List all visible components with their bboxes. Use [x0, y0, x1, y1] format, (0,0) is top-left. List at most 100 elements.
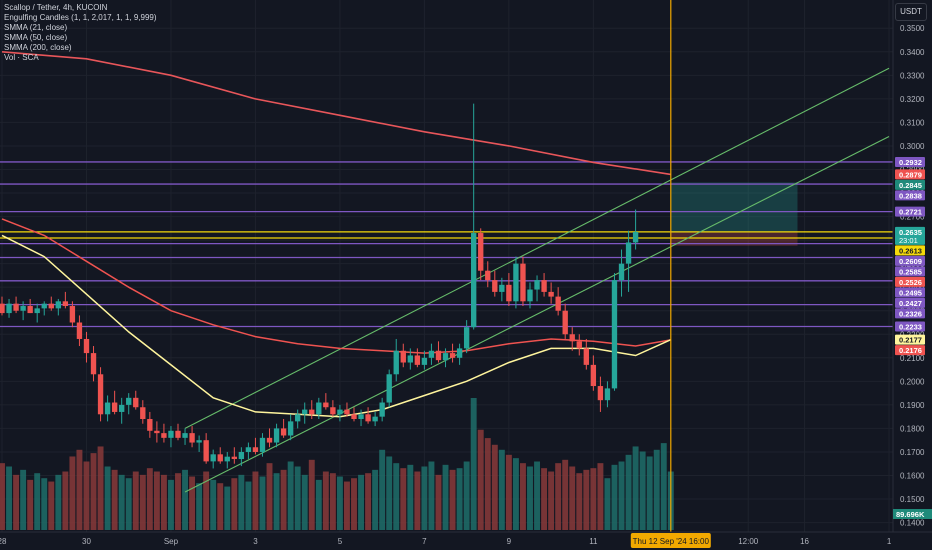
candle-body [48, 303, 54, 309]
price-tick-label: 0.3100 [900, 118, 925, 127]
candle-body [597, 386, 604, 401]
volume-bar [273, 473, 280, 530]
price-tick-label: 0.2100 [900, 354, 925, 363]
cursor-time-label: Thu 12 Sep '24 16:00 [633, 537, 710, 546]
time-tick-label: 16 [800, 537, 809, 546]
candle-body [365, 414, 371, 422]
volume-bar [456, 468, 463, 530]
volume-bar [653, 449, 660, 530]
volume-bar [512, 458, 519, 530]
candle-body [379, 402, 385, 417]
volume-bar [132, 471, 139, 530]
volume-bar [329, 473, 336, 530]
volume-bar [315, 479, 322, 530]
candle-body [548, 291, 554, 297]
price-label-badge [895, 206, 925, 217]
volume-bar [660, 443, 667, 530]
volume-bar [189, 476, 196, 530]
volume-bar [498, 449, 505, 530]
time-tick-label: 12:00 [738, 537, 759, 546]
volume-bar [287, 461, 294, 530]
plot-area [0, 0, 893, 532]
candle-body [534, 280, 540, 290]
volume-bar [48, 481, 55, 530]
legend-smma200: SMMA (200, close) [4, 43, 72, 52]
price-label-text: 0.2177 [899, 336, 922, 345]
candle-body [555, 296, 561, 311]
price-tick-label: 0.1700 [900, 448, 925, 457]
candle-body [280, 428, 287, 436]
candle-body [435, 350, 442, 361]
volume-bar [632, 446, 639, 530]
price-axis: 0.1400 0.1500 0.1600 0.1700 0.1800 0.1900 0.20… [892, 0, 932, 550]
volume-bar [20, 469, 27, 530]
volume-bar [336, 476, 343, 530]
volume-bar [611, 464, 618, 530]
time-tick-label: 28 [0, 537, 7, 546]
candle-body [611, 280, 618, 389]
volume-bar [231, 478, 238, 530]
price-label-badge [895, 276, 925, 287]
volume-bar [477, 429, 484, 530]
volume-bar [435, 474, 442, 530]
volume-bar [505, 454, 512, 530]
volume-bar [534, 461, 540, 530]
legend-smma50: SMMA (50, close) [4, 33, 68, 42]
volume-bar [520, 463, 526, 530]
volume-bar [484, 438, 491, 530]
candle-body [344, 409, 350, 415]
volume-bar [27, 479, 34, 530]
price-tick-label: 0.1500 [900, 495, 925, 504]
price-tick-label: 0.1900 [900, 401, 925, 410]
candle-body [520, 263, 526, 302]
price-tick-label: 0.3200 [900, 95, 925, 104]
time-tick-label: 1 [887, 537, 892, 546]
candle-body [421, 357, 428, 365]
candle-body [372, 416, 378, 422]
price-label-text: 0.2526 [899, 278, 922, 287]
volume-bar [414, 471, 421, 530]
candle-body [625, 242, 632, 264]
candle-body [499, 284, 505, 292]
price-label-badge [895, 297, 925, 308]
price-label-text: 0.2326 [899, 309, 922, 318]
candle-body [252, 447, 259, 452]
volume-bar [62, 471, 69, 530]
candle-body [302, 409, 308, 415]
legend-engulfing: Engulfing Candles (1, 1, 2,017, 1, 1, 9,… [4, 13, 157, 22]
candle-body [196, 440, 202, 443]
price-tick-label: 0.2000 [900, 377, 925, 386]
volume-bar [160, 474, 167, 530]
price-label-badge [895, 245, 925, 256]
volume-bar [562, 459, 569, 530]
candle-body [259, 437, 266, 452]
volume-bar [639, 451, 646, 530]
candle-body [224, 456, 230, 462]
price-label-countdown: 23:01 [899, 236, 918, 245]
candle-body [527, 289, 533, 302]
volume-bar [41, 478, 48, 530]
candle-body [513, 263, 519, 302]
chart-legend: Scallop / Tether, 4h, KUCOIN Engulfing C… [4, 3, 157, 63]
candle-body [55, 301, 61, 309]
price-label-badge [895, 334, 925, 345]
time-tick-label: 5 [338, 537, 343, 546]
volume-bar [379, 449, 386, 530]
price-label-text: 0.2613 [899, 246, 922, 255]
candle-body [569, 334, 575, 342]
volume-bar [203, 471, 210, 530]
currency-button[interactable]: USDT [895, 3, 927, 21]
volume-bar [548, 471, 555, 530]
volume-bar [76, 449, 83, 530]
candle-body [161, 433, 167, 438]
cursor-time-badge [630, 533, 711, 548]
candle-body [590, 364, 597, 387]
candle-body [210, 454, 216, 462]
price-label-text: 0.2845 [899, 181, 922, 190]
volume-bar [491, 444, 498, 530]
candle-body [463, 327, 470, 349]
volume-bar [217, 483, 224, 530]
volume-bar [372, 469, 379, 530]
volume-bar [238, 474, 245, 530]
